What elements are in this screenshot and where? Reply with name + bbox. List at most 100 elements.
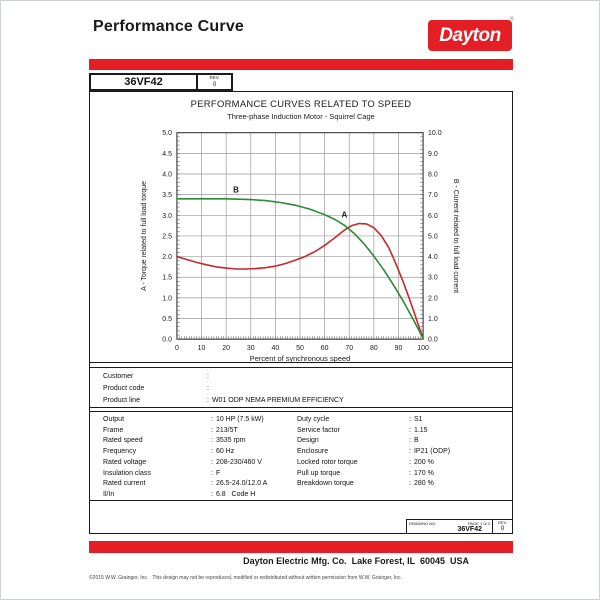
model-rev-cell: REV. 0: [198, 75, 231, 89]
model-box: 36VF42 REV. 0: [89, 73, 233, 91]
spec-row: Service factor:1.15: [297, 426, 450, 437]
spec-row-value: 6.8 Code H: [215, 490, 256, 498]
spec-row: Insulation class: F: [103, 469, 267, 480]
spec-row-label: Design: [297, 437, 319, 445]
registered-trademark-icon: ®: [509, 17, 514, 23]
spec-row-value: IP21 (ODP): [413, 448, 451, 456]
performance-chart: PERFORMANCE CURVES RELATED TO SPEED Three…: [141, 98, 459, 362]
rev-label: REV.: [209, 75, 220, 81]
footer-company: Dayton Electric Mfg. Co. Lake Forest, IL…: [243, 556, 469, 566]
spec-row-label: Rated current: [103, 480, 146, 488]
spec-row-label: Il/In: [103, 490, 115, 498]
spec-row-value: 1.15: [413, 426, 428, 434]
separator: :: [207, 385, 209, 393]
spec-row: Enclosure: IP21 (ODP): [297, 447, 450, 458]
left-tick-label: 2.5: [162, 233, 172, 240]
spec-row-label: Locked rotor torque: [297, 458, 358, 466]
customer-row-label: Product line: [103, 397, 140, 405]
model-number: 36VF42: [91, 75, 198, 89]
x-tick-label: 10: [198, 345, 206, 352]
right-tick-label: 7.0: [428, 192, 438, 199]
drawing-no-label: DRAWING NO.: [409, 521, 437, 526]
separator: :: [409, 437, 411, 445]
customer-row: Product line: W01 ODP NEMA PREMIUM EFFICI…: [103, 395, 512, 407]
right-tick-label: 0.0: [428, 337, 438, 344]
customer-row-label: Product code: [103, 385, 145, 393]
x-axis-title: Percent of synchronous speed: [250, 354, 350, 362]
customer-row-value: W01 ODP NEMA PREMIUM EFFICIENCY: [211, 397, 344, 405]
footer-rule: [89, 541, 513, 553]
chart-subtitle: Three-phase Induction Motor - Squirrel C…: [227, 112, 375, 121]
page-title: Performance Curve: [93, 18, 245, 35]
right-tick-label: 9.0: [428, 151, 438, 158]
spec-row-label: Enclosure: [297, 448, 329, 456]
right-tick-label: 2.0: [428, 295, 438, 302]
spec-row-value: 26.5-24.0/12.0 A: [215, 480, 268, 488]
spec-row-label: Duty cycle: [297, 416, 330, 423]
left-tick-label: 3.0: [162, 213, 172, 220]
left-tick-label: 5.0: [162, 130, 172, 137]
left-tick-label: 1.0: [162, 295, 172, 302]
right-tick-label: 3.0: [428, 275, 438, 282]
spec-row-label: Breakdown torque: [297, 480, 354, 488]
left-axis-title: A - Torque related to full load torque: [141, 181, 148, 291]
curve-A: [176, 222, 424, 340]
spec-row: Output:10 HP (7.5 kW): [103, 415, 267, 426]
spec-row: Breakdown torque:280 %: [297, 479, 450, 490]
right-tick-label: 10.0: [428, 130, 442, 137]
separator: :: [409, 426, 411, 434]
spec-row-value: F: [215, 469, 221, 477]
drawing-number-box: DRAWING NO. PAGE 1 of 2 36VF42 REV. 0: [406, 519, 513, 534]
drawing-rev-label: REV.: [498, 520, 507, 525]
spec-row: Il/In:6.8 Code H: [103, 490, 267, 501]
spec-row-value: S1: [413, 416, 423, 423]
spec-row-value: B: [413, 437, 419, 445]
separator: :: [211, 437, 213, 445]
x-tick-label: 100: [417, 345, 429, 352]
right-tick-label: 1.0: [428, 316, 438, 323]
drawing-rev-cell: REV. 0: [493, 520, 512, 533]
customer-info-box: Customer: Product code: Product line: W01 O…: [89, 367, 513, 408]
x-tick-label: 20: [222, 345, 230, 352]
separator: :: [211, 448, 213, 456]
separator: :: [211, 490, 213, 498]
left-tick-label: 2.0: [162, 254, 172, 261]
x-tick-label: 40: [272, 345, 280, 352]
spec-row: Frame:213/5T: [103, 426, 267, 437]
spec-row-label: Service factor: [297, 426, 340, 434]
right-tick-label: 8.0: [428, 171, 438, 178]
left-tick-label: 0.5: [162, 316, 172, 323]
spec-row-label: Frequency: [103, 448, 137, 456]
x-tick-label: 70: [345, 345, 353, 352]
spec-row-label: Rated speed: [103, 437, 143, 445]
spec-row: Rated voltage:208-230/460 V: [103, 458, 267, 469]
separator: :: [409, 458, 411, 466]
spec-row-value: 10 HP (7.5 kW): [215, 416, 264, 423]
x-tick-label: 80: [370, 345, 378, 352]
spec-row: Pull up torque:170 %: [297, 469, 450, 480]
drawing-number-cell: DRAWING NO. PAGE 1 of 2 36VF42: [407, 520, 493, 533]
specs-box: Output:10 HP (7.5 kW) Frame:213/5T Rated s…: [89, 411, 513, 501]
spec-row: Rated current:26.5-24.0/12.0 A: [103, 479, 267, 490]
separator: :: [211, 416, 213, 423]
chart-title: PERFORMANCE CURVES RELATED TO SPEED: [191, 98, 412, 109]
customer-row-label: Customer: [103, 373, 134, 380]
x-tick-label: 60: [321, 345, 329, 352]
left-tick-label: 4.5: [162, 151, 172, 158]
curve-label-A: A: [341, 210, 347, 219]
right-axis-title: B - Current related to full load current: [452, 179, 459, 293]
spec-row-value: 213/5T: [215, 426, 238, 434]
spec-row-value: 200 %: [413, 458, 434, 466]
spec-row-value: 280 %: [413, 480, 434, 488]
specs-column-right: Duty cycle: S1 Service factor:1.15 Design: B…: [297, 415, 450, 490]
separator: :: [211, 480, 213, 488]
spec-row: Frequency:60 Hz: [103, 447, 267, 458]
left-tick-label: 1.5: [162, 275, 172, 282]
spec-row-value: 208-230/460 V: [215, 458, 262, 466]
right-tick-label: 4.0: [428, 254, 438, 261]
curve-label-B: B: [233, 186, 239, 195]
specs-column-left: Output:10 HP (7.5 kW) Frame:213/5T Rated s…: [103, 415, 267, 501]
separator: :: [207, 373, 209, 380]
plot-border: [176, 132, 424, 340]
x-tick-label: 90: [395, 345, 403, 352]
